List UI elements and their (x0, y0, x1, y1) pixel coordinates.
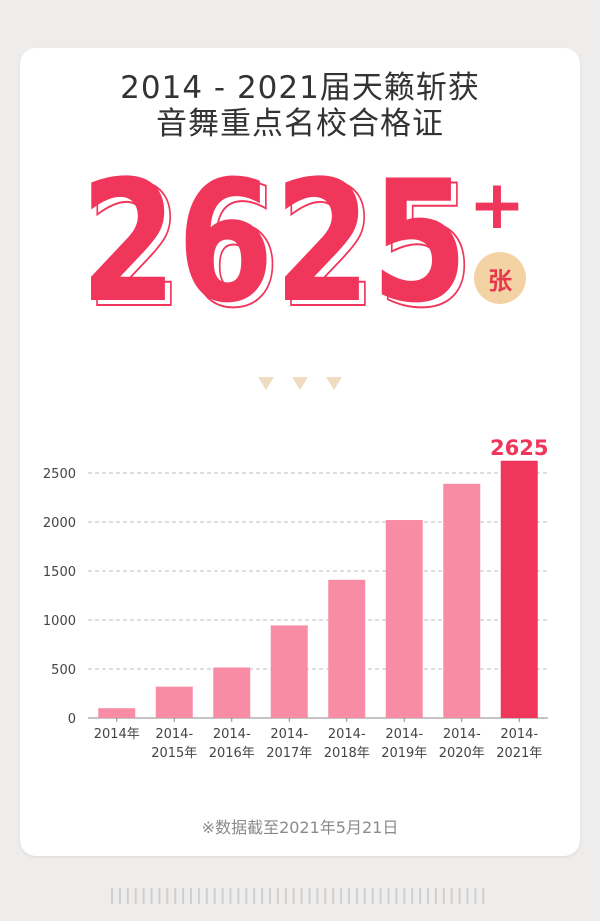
y-tick-label: 2500 (43, 467, 76, 482)
info-card (20, 48, 580, 856)
down-arrows-icon (258, 377, 342, 390)
bar (443, 483, 481, 718)
data-note: ※数据截至2021年5月21日 (201, 818, 399, 837)
bar (213, 667, 251, 718)
x-tick-label: 2014- (500, 727, 538, 742)
hero-number-shadow: 2625 (86, 172, 474, 322)
title-line-1: 2014 - 2021届天籁斩获 (120, 70, 480, 106)
bar (155, 686, 193, 718)
arrow-icon (258, 377, 274, 390)
hero-number: 2625 2625 (80, 172, 475, 322)
x-tick-label: 2014- (155, 727, 193, 742)
y-tick-label: 1500 (43, 565, 76, 580)
data-label: 2625 (490, 436, 548, 460)
bar (98, 708, 136, 718)
x-tick-label: 2021年 (496, 746, 542, 761)
title-line-2: 音舞重点名校合格证 (156, 106, 444, 142)
x-tick-label: 2016年 (209, 746, 255, 761)
x-tick-label: 2019年 (381, 746, 427, 761)
x-tick-label: 2014- (443, 727, 481, 742)
x-tick-label: 2014- (270, 727, 308, 742)
x-tick-label: 2017年 (266, 746, 312, 761)
x-tick-label: 2020年 (439, 746, 485, 761)
bar (270, 625, 308, 718)
bar (385, 520, 423, 718)
bar (328, 579, 366, 718)
y-tick-label: 500 (51, 663, 76, 678)
x-tick-label: 2015年 (151, 746, 197, 761)
hero-number-main: 2625 (80, 172, 468, 322)
y-tick-label: 2000 (43, 516, 76, 531)
arrow-icon (292, 377, 308, 390)
y-tick-label: 0 (68, 712, 76, 727)
decorative-ticks (111, 888, 485, 904)
arrow-icon (326, 377, 342, 390)
y-tick-label: 1000 (43, 614, 76, 629)
x-tick-label: 2014年 (94, 727, 140, 742)
bar-chart: 0 500 1000 1500 2000 2500 2014年 2014- 2015年 2014-… (43, 436, 549, 761)
x-tick-label: 2014- (328, 727, 366, 742)
plus-sign: + (469, 178, 525, 234)
x-tick-label: 2018年 (324, 746, 370, 761)
x-tick-label: 2014- (385, 727, 423, 742)
unit-badge: 张 (474, 252, 526, 304)
plus-icon: + (469, 178, 525, 234)
bar (500, 460, 538, 718)
x-tick-label: 2014- (213, 727, 251, 742)
